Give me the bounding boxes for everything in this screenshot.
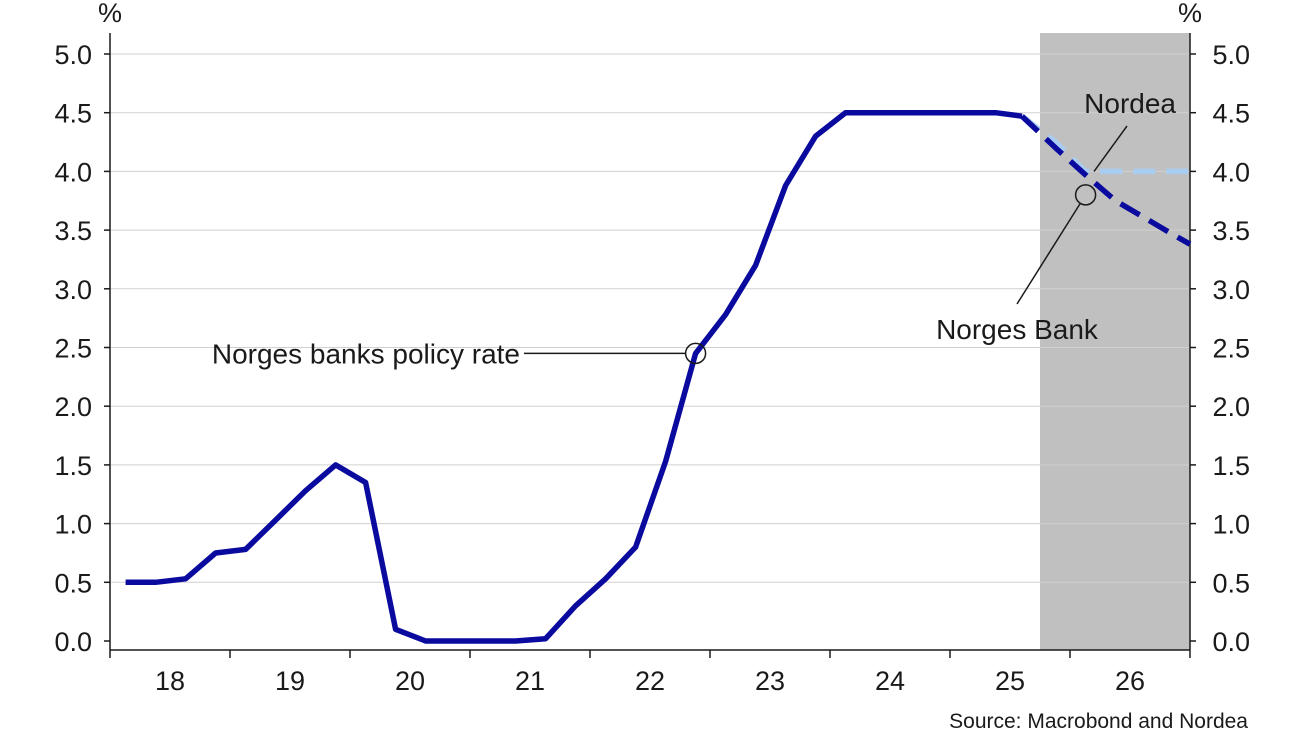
left-y-tick-label: 5.0 — [54, 40, 92, 70]
right-y-tick-label: 5.0 — [1212, 40, 1250, 70]
policy-rate-marker-circle — [684, 342, 707, 365]
x-tick-label: 18 — [155, 666, 185, 696]
left-axis-unit: % — [98, 0, 122, 28]
x-tick-label: 22 — [635, 666, 665, 696]
right-y-tick-label: 2.5 — [1212, 334, 1250, 364]
axis-ticks: 0.0 0.0 0.5 0.5 1.0 1.0 1.5 1.5 2.0 2.0 2.5 2.5 3.0 3… — [54, 40, 1250, 696]
right-y-tick-label: 0.0 — [1212, 627, 1250, 657]
right-y-tick-label: 3.5 — [1212, 216, 1250, 246]
x-tick-label: 23 — [755, 666, 785, 696]
left-y-tick-label: 4.5 — [54, 99, 92, 129]
left-y-tick-label: 3.5 — [54, 216, 92, 246]
gridlines — [110, 53, 1190, 583]
annotations: Norges banks policy rate Nordea Norges B… — [212, 88, 1177, 369]
right-y-tick-label: 0.5 — [1212, 568, 1250, 598]
forecast-shaded-region — [1040, 33, 1190, 650]
axes — [109, 33, 1191, 651]
right-y-tick-label: 1.0 — [1212, 510, 1250, 540]
norges-bank-leader-line — [1016, 202, 1082, 305]
left-y-tick-label: 1.5 — [54, 451, 92, 481]
left-y-tick-label: 0.0 — [54, 627, 92, 657]
norges-bank-marker-circle — [1074, 184, 1097, 206]
right-y-tick-label: 3.0 — [1212, 275, 1250, 305]
x-tick-label: 24 — [875, 666, 905, 696]
x-tick-label: 25 — [995, 666, 1025, 696]
x-tick-label: 19 — [275, 666, 305, 696]
policy-rate-annotation: Norges banks policy rate — [212, 338, 520, 369]
nordea-leader-line — [1093, 125, 1128, 172]
right-axis-unit: % — [1178, 0, 1202, 28]
left-y-tick-label: 2.0 — [54, 392, 92, 422]
right-y-tick-label: 4.5 — [1212, 99, 1250, 129]
left-y-tick-label: 1.0 — [54, 510, 92, 540]
policy-rate-line — [125, 109, 1023, 644]
right-y-tick-label: 2.0 — [1212, 392, 1250, 422]
norges-bank-annotation: Norges Bank — [936, 314, 1099, 345]
left-y-tick-label: 3.0 — [54, 275, 92, 305]
norges-bank-line — [1020, 114, 1192, 247]
right-y-tick-label: 1.5 — [1212, 451, 1250, 481]
nordea-annotation: Nordea — [1084, 88, 1176, 119]
source-note: Source: Macrobond and Nordea — [949, 710, 1248, 733]
left-y-tick-label: 4.0 — [54, 157, 92, 187]
x-tick-label: 26 — [1115, 666, 1145, 696]
x-tick-label: 20 — [395, 666, 425, 696]
left-y-tick-label: 2.5 — [54, 334, 92, 364]
right-y-tick-label: 4.0 — [1212, 157, 1250, 187]
series-lines — [125, 109, 1192, 644]
nordea-line — [1020, 114, 1190, 175]
left-y-tick-label: 0.5 — [54, 568, 92, 598]
x-tick-label: 21 — [515, 666, 545, 696]
